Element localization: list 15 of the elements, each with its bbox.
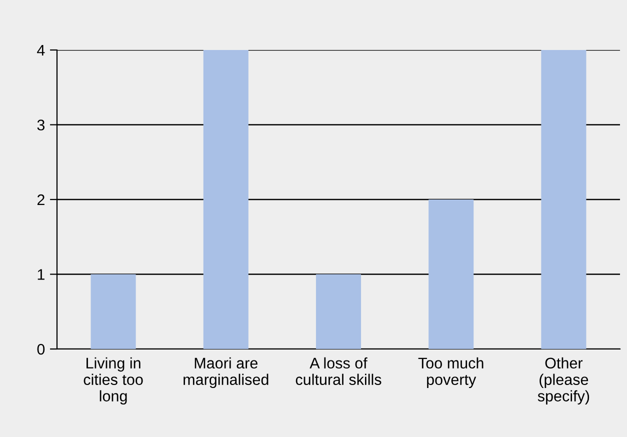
x-tick-label: Other (please specify)	[538, 357, 590, 404]
bar	[541, 50, 586, 349]
y-tick-label: 3	[37, 120, 45, 130]
y-tick-label: 2	[37, 194, 44, 206]
x-tick-label: Maori are marginalised	[184, 357, 268, 388]
y-tick-label: 0	[37, 344, 45, 355]
bar	[428, 200, 474, 349]
y-tick-label: 1	[38, 269, 44, 280]
x-tick-label: Too much poverty	[418, 357, 484, 388]
bar	[90, 274, 136, 349]
x-tick-label: A loss of cultural skills	[296, 357, 382, 386]
x-tick-label: Living in cities too long	[84, 357, 143, 404]
bar	[316, 274, 362, 349]
bar	[203, 50, 248, 349]
y-tick-label: 4	[37, 45, 45, 56]
